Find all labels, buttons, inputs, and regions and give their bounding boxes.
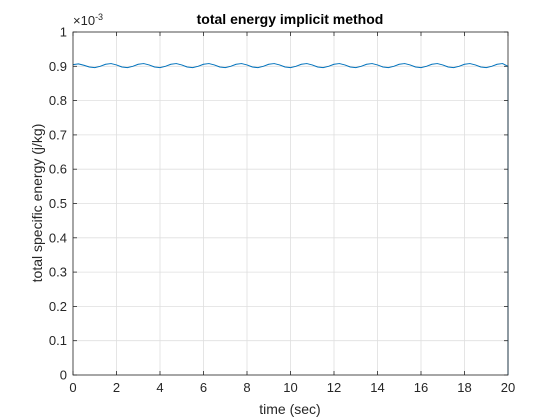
x-tick-label: 8 — [243, 380, 250, 395]
chart-title: total energy implicit method — [197, 11, 384, 27]
y-tick-label: 0.2 — [49, 299, 67, 314]
y-tick-label: 0.4 — [49, 230, 67, 245]
x-tick-label: 16 — [414, 380, 428, 395]
y-tick-label: 1 — [60, 25, 67, 40]
y-tick-label: 0.9 — [49, 59, 67, 74]
x-tick-label: 18 — [457, 380, 471, 395]
y-tick-label: 0.1 — [49, 333, 67, 348]
y-tick-label: 0.5 — [49, 196, 67, 211]
x-tick-label: 10 — [283, 380, 297, 395]
x-tick-label: 4 — [156, 380, 163, 395]
x-tick-label: 0 — [69, 380, 76, 395]
x-axis-label: time (sec) — [259, 401, 320, 417]
series-group — [72, 63, 509, 375]
x-tick-label: 6 — [200, 380, 207, 395]
y-tick-label: 0.8 — [49, 93, 67, 108]
axes-box — [72, 31, 509, 376]
x-tick-label: 20 — [501, 380, 515, 395]
y-tick-label: 0.3 — [49, 265, 67, 280]
x-tick-label: 2 — [113, 380, 120, 395]
x-axis-ticks: 0 2 4 6 8 10 12 14 16 18 20 — [69, 32, 515, 395]
y-tick-label: 0.6 — [49, 162, 67, 177]
x-tick-label: 12 — [327, 380, 341, 395]
y-multiplier: ×10-3 — [73, 12, 103, 28]
x-tick-label: 14 — [370, 380, 384, 395]
y-tick-label: 0.7 — [49, 127, 67, 142]
energy-series-line — [72, 63, 509, 375]
y-tick-label: 0 — [60, 368, 67, 383]
y-axis-ticks: 0 0.1 0.2 0.3 0.4 0.5 0.6 0.7 0.8 0.9 1 — [49, 25, 508, 383]
y-axis-label: total specific energy (j/kg) — [29, 124, 45, 283]
